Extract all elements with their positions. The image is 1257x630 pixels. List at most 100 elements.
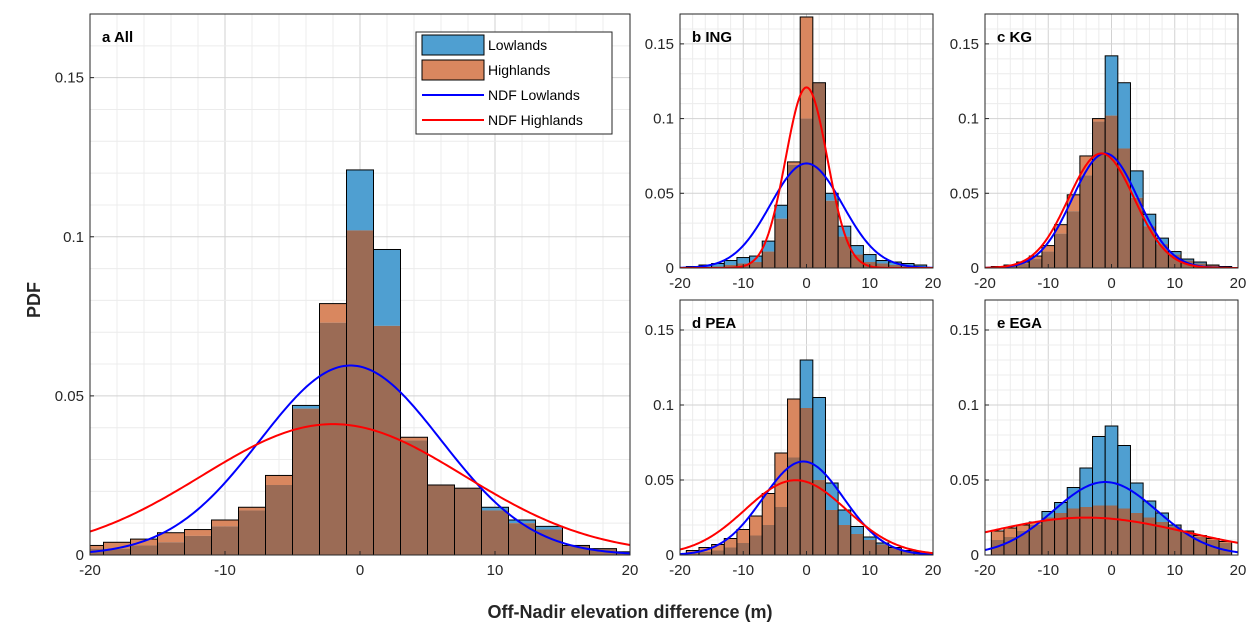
legend-label: NDF Highlands bbox=[488, 112, 583, 128]
legend-label: Lowlands bbox=[488, 37, 547, 53]
x-tick-label: 0 bbox=[356, 562, 364, 579]
y-tick-label: 0.1 bbox=[653, 111, 674, 128]
ndf-curves bbox=[680, 460, 933, 555]
y-tick-label: 0 bbox=[76, 547, 84, 564]
x-tick-label: -10 bbox=[1037, 275, 1059, 292]
overlap-bar bbox=[103, 548, 131, 555]
highlands-bar bbox=[1041, 245, 1055, 252]
lowlands-bar bbox=[508, 519, 536, 524]
histogram bbox=[685, 359, 928, 555]
overlap-bar bbox=[265, 484, 293, 555]
x-tick-label: 20 bbox=[925, 562, 942, 579]
overlap-bar bbox=[876, 544, 889, 555]
overlap-bar bbox=[373, 325, 401, 555]
overlap-bar bbox=[1067, 508, 1080, 555]
overlap-bar bbox=[774, 507, 788, 555]
highlands-bar bbox=[1067, 194, 1080, 212]
highlands-bar bbox=[400, 437, 428, 441]
overlap-bar bbox=[1105, 115, 1118, 268]
overlap-bar bbox=[1117, 148, 1131, 268]
highlands-bar bbox=[1029, 256, 1042, 260]
lowlands-bar bbox=[800, 360, 813, 408]
x-tick-label: 0 bbox=[802, 275, 810, 292]
ndf-highlands-curve bbox=[985, 152, 1238, 268]
highlands-bar bbox=[1206, 538, 1220, 540]
x-tick-label: 0 bbox=[802, 562, 810, 579]
overlap-bar bbox=[1067, 211, 1080, 268]
overlap-bar bbox=[1003, 537, 1017, 555]
overlap-bar bbox=[698, 552, 712, 555]
x-tick-label: 10 bbox=[1166, 275, 1183, 292]
x-tick-label: -10 bbox=[214, 562, 236, 579]
overlap-bar bbox=[888, 265, 902, 268]
lowlands-bar bbox=[1168, 251, 1182, 255]
overlap-bar bbox=[508, 523, 536, 555]
y-axis-title: PDF bbox=[24, 282, 44, 318]
x-tick-label: -10 bbox=[1037, 562, 1059, 579]
overlap-bar bbox=[876, 263, 889, 268]
bar-outline bbox=[812, 397, 826, 555]
overlap-bar bbox=[812, 480, 826, 555]
lowlands-bar bbox=[1054, 502, 1068, 513]
overlap-bar bbox=[1130, 197, 1144, 268]
highlands-bar bbox=[991, 531, 1004, 540]
x-tick-label: 0 bbox=[1107, 562, 1115, 579]
y-tick-label: 0.15 bbox=[950, 322, 979, 339]
ndf-highlands-curve bbox=[680, 479, 933, 555]
overlap-bar bbox=[1029, 259, 1042, 268]
lowlands-bar bbox=[812, 397, 826, 480]
lowlands-bar bbox=[1143, 501, 1156, 518]
panel-label: e EGA bbox=[997, 315, 1042, 332]
overlap-bar bbox=[825, 510, 839, 555]
histogram bbox=[685, 16, 928, 268]
lowlands-bar bbox=[373, 249, 401, 326]
lowlands-bar bbox=[876, 260, 889, 264]
histogram bbox=[990, 55, 1233, 268]
y-tick-label: 0.15 bbox=[950, 36, 979, 53]
lowlands-bar bbox=[481, 507, 509, 511]
overlap-bar bbox=[1117, 508, 1131, 555]
y-tick-label: 0.1 bbox=[958, 111, 979, 128]
overlap-bar bbox=[454, 488, 482, 555]
bar-outline bbox=[535, 525, 563, 555]
lowlands-bar bbox=[876, 543, 889, 545]
lowlands-bar bbox=[346, 169, 374, 231]
overlap-bar bbox=[157, 542, 185, 555]
ndf-lowlands-curve bbox=[90, 364, 630, 555]
panel-d: -20 -10 0 10 20 0 0.05 0.1 0.15 d PEA bbox=[645, 299, 942, 579]
overlap-bar bbox=[1193, 537, 1207, 555]
overlap-bar bbox=[481, 510, 509, 555]
panel-b: -20 -10 0 10 20 0 0.05 0.1 0.15 b ING bbox=[645, 13, 942, 292]
y-tick-label: 0.15 bbox=[645, 322, 674, 339]
x-tick-label: -10 bbox=[732, 275, 754, 292]
ndf-lowlands-curve bbox=[680, 162, 933, 268]
x-axis-title: Off-Nadir elevation difference (m) bbox=[487, 602, 772, 622]
overlap-bar bbox=[184, 535, 212, 555]
overlap-bar bbox=[762, 525, 775, 555]
x-tick-label: 20 bbox=[925, 275, 942, 292]
panel-label: a All bbox=[102, 29, 133, 46]
highlands-bar bbox=[1193, 535, 1207, 537]
lowlands-bar bbox=[1105, 426, 1118, 506]
overlap-bar bbox=[1105, 505, 1118, 555]
overlap-bar bbox=[711, 550, 725, 555]
x-tick-label: -20 bbox=[974, 275, 996, 292]
overlap-bar bbox=[1143, 517, 1156, 555]
overlap-bar bbox=[1092, 121, 1106, 268]
lowlands-bar bbox=[736, 257, 750, 264]
overlap-bar bbox=[774, 218, 788, 268]
y-tick-label: 0.05 bbox=[645, 185, 674, 202]
highlands-bar bbox=[800, 16, 813, 119]
x-tick-label: -20 bbox=[974, 562, 996, 579]
overlap-bar bbox=[838, 525, 851, 555]
lowlands-bar bbox=[825, 193, 839, 201]
lowlands-bar bbox=[914, 265, 927, 267]
overlap-bar bbox=[888, 547, 902, 555]
x-tick-label: 20 bbox=[1230, 275, 1247, 292]
legend-label: NDF Lowlands bbox=[488, 87, 580, 103]
lowlands-bar bbox=[863, 254, 877, 263]
y-tick-label: 0 bbox=[971, 260, 979, 277]
lowlands-bar bbox=[850, 526, 864, 534]
ndf-curves bbox=[985, 152, 1238, 268]
ndf-highlands-curve bbox=[985, 516, 1238, 544]
